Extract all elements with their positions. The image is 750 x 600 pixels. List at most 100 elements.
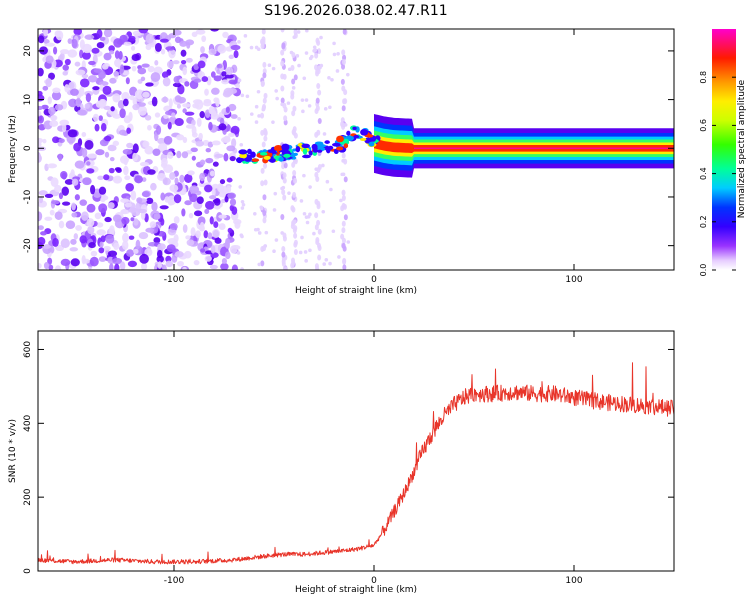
spectrogram-noise-blob: [209, 264, 218, 270]
spectrogram-noise-blob: [136, 197, 143, 204]
spectrogram-noise-blob: [191, 119, 196, 126]
spectrogram-noise-blob: [177, 84, 185, 95]
spectrogram-noise-blob: [208, 121, 213, 131]
spectrogram-noise-blob: [165, 46, 175, 51]
spectrogram-x-tick-label: -100: [164, 275, 185, 285]
spectrogram-noise-blob: [96, 41, 105, 49]
spectrogram-noise-blob: [161, 96, 169, 103]
spectrogram-noise-blob: [139, 161, 150, 167]
spectrogram-noise-blob: [38, 236, 46, 246]
spectrogram-signal-blob: [311, 143, 318, 150]
spectrogram-noise-blob: [84, 139, 94, 150]
spectrogram-noise-blob: [107, 144, 117, 152]
spectrogram-noise-blob: [224, 74, 234, 79]
spectrogram-streak-blob: [316, 82, 321, 89]
spectrogram-noise-blob: [195, 140, 205, 147]
spectrogram-noise-blob: [195, 230, 201, 239]
spectrogram-noise-blob: [197, 60, 206, 69]
spectrogram-noise-blob: [135, 239, 141, 250]
spectrogram-noise-blob: [142, 91, 150, 98]
spectrogram-noise-blob: [145, 44, 152, 51]
spectrogram-faint-dot: [297, 63, 301, 68]
spectrogram-noise-blob: [214, 153, 224, 159]
spectrogram-noise-blob: [88, 60, 96, 66]
spectrogram-noise-blob: [190, 227, 196, 237]
spectrogram-noise-blob: [108, 45, 115, 52]
spectrogram-signal-blob: [281, 143, 290, 151]
spectrogram-signal-blob: [324, 140, 330, 144]
spectrogram-noise-blob: [193, 210, 203, 217]
spectrogram-noise-blob: [119, 64, 125, 74]
spectrogram-noise-blob: [130, 217, 135, 222]
spectrogram-noise-blob: [137, 102, 146, 107]
spectrogram-streak-blob: [341, 58, 346, 65]
spectrogram-streak-blob: [314, 224, 319, 231]
spectrogram-y-tick-label: 20: [23, 45, 33, 57]
spectrogram-faint-dot: [272, 208, 277, 212]
spectrogram-noise-blob: [126, 127, 132, 134]
spectrogram-signal-blob: [346, 130, 351, 136]
spectrogram-noise-blob: [48, 264, 54, 270]
spectrogram-faint-dot: [304, 51, 309, 55]
spectrogram-faint-dot: [336, 51, 340, 56]
spectrogram-noise-blob: [86, 168, 95, 174]
spectrogram-noise-blob: [81, 211, 89, 221]
spectrogram-streak-blob: [281, 251, 286, 258]
spectrogram-noise-blob: [79, 86, 85, 97]
spectrogram-streak-blob: [317, 89, 322, 96]
spectrogram-noise-blob: [122, 232, 129, 243]
spectrogram-noise-blob: [224, 239, 230, 249]
spectrogram-faint-dot: [302, 76, 307, 81]
spectrogram-noise-blob: [110, 106, 115, 112]
spectrogram-noise-blob: [141, 191, 150, 198]
spectrogram-noise-blob: [84, 103, 91, 109]
spectrogram-noise-blob: [199, 221, 205, 231]
spectrogram-noise-blob: [151, 96, 158, 107]
spectrogram-signal-blob: [302, 154, 311, 159]
spectrogram-noise-blob: [60, 238, 70, 249]
spectrogram-noise-blob: [228, 79, 238, 85]
spectrogram-noise-blob: [124, 175, 131, 181]
spectrogram-noise-blob: [121, 240, 129, 251]
spectrogram-noise-blob: [114, 50, 120, 60]
spectrogram-faint-dot: [325, 179, 330, 184]
spectrogram-noise-blob: [112, 214, 122, 223]
spectrogram-streak-blob: [315, 239, 320, 246]
spectrogram-noise-blob: [174, 177, 179, 185]
spectrogram-noise-blob: [62, 70, 68, 76]
spectrogram-noise-blob: [225, 106, 230, 114]
spectrogram-faint-dot: [328, 105, 332, 110]
spectrogram-noise-blob: [45, 55, 54, 64]
spectrogram-noise-blob: [68, 82, 75, 89]
spectrogram-signal-blob: [352, 126, 357, 131]
spectrogram-signal-blob: [342, 138, 350, 146]
spectrogram-noise-blob: [96, 222, 104, 228]
spectrogram-streak-blob: [341, 49, 346, 56]
spectrogram-noise-blob: [219, 117, 225, 126]
spectrogram-noise-blob: [126, 142, 134, 149]
spectrogram-faint-dot: [295, 54, 300, 58]
spectrogram-streak-blob: [341, 242, 346, 249]
spectrogram-noise-blob: [209, 170, 215, 177]
spectrogram-noise-blob: [173, 234, 179, 243]
spectrogram-faint-dot: [308, 212, 312, 217]
spectrogram-faint-dot: [236, 251, 241, 255]
spectrogram-x-axis: -100 0 100: [164, 29, 583, 285]
spectrogram-noise-blob: [173, 216, 180, 224]
spectrogram-noise-blob: [134, 175, 143, 184]
spectrogram-noise-blob: [196, 117, 202, 127]
spectrogram-noise-blob: [70, 88, 79, 96]
spectrogram-faint-dot: [299, 199, 304, 203]
spectrogram-streak-blob: [314, 263, 319, 270]
spectrogram-streak-blob: [317, 228, 322, 235]
spectrogram-noise-blob: [193, 260, 200, 266]
spectrogram-faint-dot: [307, 104, 312, 108]
spectrogram-streak-blob: [261, 29, 266, 35]
spectrogram-noise-blob: [227, 88, 238, 95]
spectrogram-noise-blob: [38, 115, 44, 124]
spectrogram-noise-blob: [156, 255, 164, 263]
spectrogram-noise-blob: [109, 77, 117, 84]
spectrogram-streak-blob: [263, 135, 268, 142]
spectrogram-noise-blob: [98, 203, 108, 214]
